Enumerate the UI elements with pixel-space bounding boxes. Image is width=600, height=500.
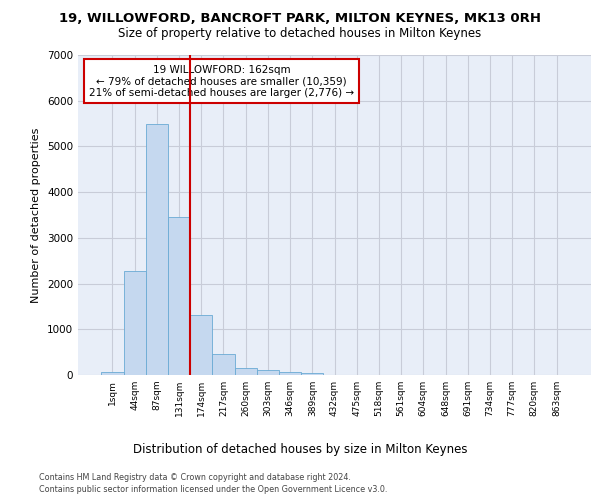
Bar (257, 370, 279, 375)
Bar (279, 372, 301, 375)
Y-axis label: Number of detached properties: Number of detached properties (31, 128, 41, 302)
Bar (124, 271, 146, 375)
Bar (301, 373, 323, 375)
Bar (235, 368, 257, 375)
Bar (212, 354, 235, 375)
Text: Distribution of detached houses by size in Milton Keynes: Distribution of detached houses by size … (133, 442, 467, 456)
Text: 19 WILLOWFORD: 162sqm
← 79% of detached houses are smaller (10,359)
21% of semi-: 19 WILLOWFORD: 162sqm ← 79% of detached … (89, 64, 354, 98)
Text: Size of property relative to detached houses in Milton Keynes: Size of property relative to detached ho… (118, 28, 482, 40)
Text: Contains public sector information licensed under the Open Government Licence v3: Contains public sector information licen… (39, 485, 388, 494)
Bar (190, 315, 212, 375)
Bar (168, 218, 190, 375)
Text: 19, WILLOWFORD, BANCROFT PARK, MILTON KEYNES, MK13 0RH: 19, WILLOWFORD, BANCROFT PARK, MILTON KE… (59, 12, 541, 26)
Bar (146, 124, 168, 375)
Bar (101, 372, 124, 375)
Text: Contains HM Land Registry data © Crown copyright and database right 2024.: Contains HM Land Registry data © Crown c… (39, 472, 351, 482)
